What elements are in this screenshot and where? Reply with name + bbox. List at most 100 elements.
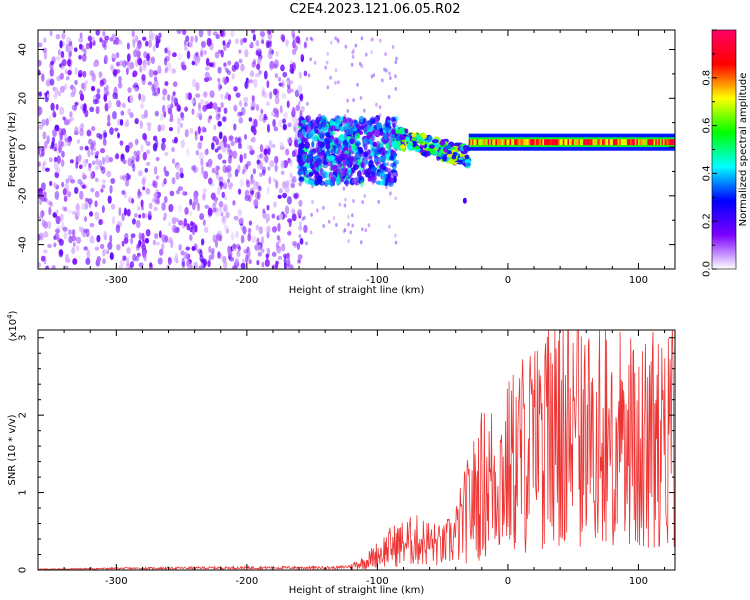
heatmap-cell [164, 68, 168, 74]
heatmap-cell [38, 59, 42, 67]
heatmap-cell [299, 176, 305, 182]
heatmap-cell [89, 222, 95, 228]
heatmap-cell [239, 154, 243, 164]
heatmap-cell [90, 149, 94, 156]
heatmap-cell [199, 50, 204, 58]
heatmap-cell [256, 159, 261, 164]
colorbar-tick-label: 0.6 [702, 118, 713, 134]
heatmap-cell [364, 128, 368, 133]
heatmap-cell [295, 35, 301, 44]
heatmap-cell [160, 142, 166, 151]
heatmap-cell [81, 184, 86, 189]
heatmap-cell [344, 44, 348, 49]
heatmap-cell [478, 139, 482, 146]
heatmap-cell [94, 246, 100, 251]
heatmap-cell [98, 218, 102, 226]
heatmap-cell [243, 249, 249, 254]
heatmap-cell [594, 139, 598, 146]
heatmap-cell [122, 159, 127, 165]
heatmap-cell [559, 139, 563, 146]
heatmap-cell [258, 69, 262, 75]
heatmap-cell [271, 111, 275, 117]
heatmap-cell [68, 229, 72, 236]
heatmap-cell [197, 125, 201, 135]
heatmap-cell [237, 208, 242, 217]
heatmap-cell [537, 139, 541, 146]
heatmap-cell [82, 70, 87, 78]
heatmap-cell [114, 53, 118, 60]
heatmap-cell [641, 139, 645, 146]
heatmap-cell [208, 62, 214, 68]
heatmap-cell [155, 156, 160, 162]
heatmap-cell [626, 139, 630, 146]
heatmap-cell [451, 154, 457, 160]
heatmap-cell [264, 154, 269, 163]
heatmap-cell [335, 138, 339, 143]
heatmap-cell [126, 53, 131, 62]
heatmap-cell [75, 203, 80, 212]
heatmap-cell [160, 243, 165, 251]
heatmap-cell [303, 215, 306, 220]
heatmap-cell [248, 259, 252, 265]
heatmap-cell [89, 40, 93, 49]
heatmap-cell [365, 138, 369, 143]
heatmap-cell [600, 139, 604, 146]
heatmap-cell [240, 262, 246, 269]
heatmap-cell [399, 134, 406, 141]
snr-panel: -300 -200 -100 0 100 0 1 2 3 Height of straight l… [6, 310, 676, 596]
heatmap-cell [307, 122, 312, 128]
heatmap-cell [194, 35, 199, 43]
bottom-y-tick-label: 0 [18, 567, 29, 573]
heatmap-cell [232, 265, 237, 269]
heatmap-cell [190, 36, 194, 42]
heatmap-cell [169, 117, 174, 123]
heatmap-cell [661, 139, 665, 146]
heatmap-cell [42, 47, 48, 53]
heatmap-cell [381, 172, 387, 180]
heatmap-cell [250, 41, 254, 48]
heatmap-cell [226, 164, 232, 173]
heatmap-cell [300, 54, 305, 63]
heatmap-cell [302, 175, 307, 183]
heatmap-cell [125, 172, 130, 181]
heatmap-cell [291, 176, 297, 184]
heatmap-cell [78, 154, 82, 162]
heatmap-cell [337, 144, 343, 152]
heatmap-cell [277, 194, 282, 199]
heatmap-cell [177, 117, 181, 126]
heatmap-cell [55, 228, 61, 234]
heatmap-cell [342, 162, 347, 170]
heatmap-cell [611, 139, 615, 146]
heatmap-cell [306, 159, 310, 164]
heatmap-cell [363, 108, 366, 113]
heatmap-cell [53, 147, 57, 152]
heatmap-cell [78, 37, 84, 43]
heatmap-cell [236, 250, 241, 258]
heatmap-cell [112, 92, 117, 100]
heatmap-cell [223, 107, 228, 114]
heatmap-cell [334, 168, 341, 175]
heatmap-cell [181, 64, 187, 71]
heatmap-cell [658, 139, 662, 146]
heatmap-cell [171, 177, 176, 185]
heatmap-cell [102, 156, 106, 165]
colorbar-gradient [711, 29, 737, 270]
heatmap-cell [215, 113, 221, 121]
heatmap-cell [489, 139, 493, 146]
heatmap-cell [217, 153, 223, 160]
heatmap-cell [117, 82, 123, 89]
heatmap-cell [298, 117, 301, 122]
heatmap-cell [204, 204, 210, 209]
heatmap-cell [321, 122, 328, 132]
heatmap-cell [255, 104, 260, 112]
heatmap-cell [386, 162, 390, 167]
heatmap-cell [127, 157, 132, 167]
heatmap-cell [143, 109, 148, 119]
heatmap-cell [648, 139, 652, 146]
heatmap-cell [98, 218, 104, 225]
y-multiplier-exponent: 4 [6, 314, 14, 319]
heatmap-cell [234, 257, 240, 264]
heatmap-cell [509, 139, 513, 146]
heatmap-cell [180, 250, 185, 256]
heatmap-cell [258, 185, 262, 191]
